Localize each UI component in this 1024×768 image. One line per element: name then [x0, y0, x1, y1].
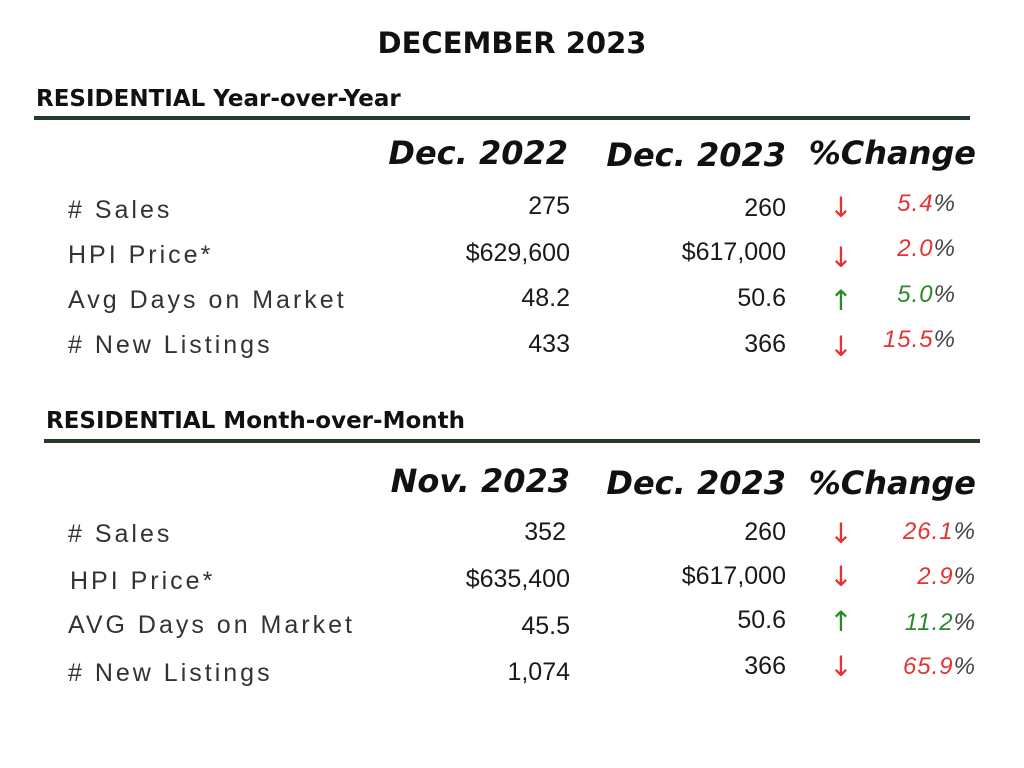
arrow-up-icon: ↑ — [829, 605, 853, 638]
value-current: 260 — [744, 518, 786, 546]
section-divider — [44, 439, 980, 443]
column-header-current: Dec. 2023 — [606, 136, 786, 174]
arrow-down-icon: ↓ — [829, 191, 853, 224]
value-current: 50.6 — [737, 284, 786, 312]
percent-change: 15.5% — [882, 326, 956, 353]
row-label-hpi-price: HPI Price* — [68, 241, 214, 269]
page-title: DECEMBER 2023 — [377, 26, 647, 60]
value-previous: 275 — [528, 192, 570, 220]
section-divider — [34, 116, 970, 120]
value-current: 50.6 — [737, 606, 786, 634]
percent-change: 26.1% — [902, 518, 976, 545]
section-title-mom: RESIDENTIAL Month-over-Month — [46, 408, 465, 434]
percent-change: 5.4% — [897, 190, 956, 217]
column-header-change: %Change — [808, 464, 976, 502]
row-label-avg-days-on-market: Avg Days on Market — [68, 286, 347, 314]
value-current: 260 — [744, 194, 786, 222]
percent-change: 65.9% — [902, 653, 976, 680]
value-previous: 1,074 — [507, 658, 570, 686]
percent-change: 2.0% — [897, 235, 956, 262]
value-current: 366 — [744, 330, 786, 358]
column-header-previous: Dec. 2022 — [388, 134, 568, 172]
row-label-hpi-price: HPI Price* — [70, 567, 216, 595]
row-label-sales: # Sales — [68, 196, 173, 224]
row-label-avg-days-on-market: AVG Days on Market — [68, 611, 355, 639]
arrow-up-icon: ↑ — [829, 284, 853, 317]
section-title-yoy: RESIDENTIAL Year-over-Year — [36, 86, 401, 112]
arrow-down-icon: ↓ — [829, 330, 853, 363]
column-header-change: %Change — [808, 134, 976, 172]
percent-change: 5.0% — [897, 281, 956, 308]
value-previous: 352 — [524, 518, 566, 546]
percent-change: 11.2% — [904, 609, 976, 636]
row-label-sales: # Sales — [68, 520, 173, 548]
value-current: $617,000 — [681, 562, 786, 590]
percent-change: 2.9% — [917, 563, 976, 590]
value-previous: 45.5 — [521, 612, 570, 640]
value-previous: $635,400 — [465, 565, 570, 593]
arrow-down-icon: ↓ — [829, 241, 853, 274]
value-previous: 433 — [528, 330, 570, 358]
value-current: 366 — [744, 652, 786, 680]
arrow-down-icon: ↓ — [829, 650, 853, 683]
row-label-new-listings: # New Listings — [68, 659, 273, 687]
value-previous: 48.2 — [521, 284, 570, 312]
value-previous: $629,600 — [465, 239, 570, 267]
column-header-previous: Nov. 2023 — [390, 462, 570, 500]
value-current: $617,000 — [681, 238, 786, 266]
column-header-current: Dec. 2023 — [606, 464, 786, 502]
row-label-new-listings: # New Listings — [68, 331, 273, 359]
arrow-down-icon: ↓ — [829, 560, 853, 593]
arrow-down-icon: ↓ — [829, 517, 853, 550]
